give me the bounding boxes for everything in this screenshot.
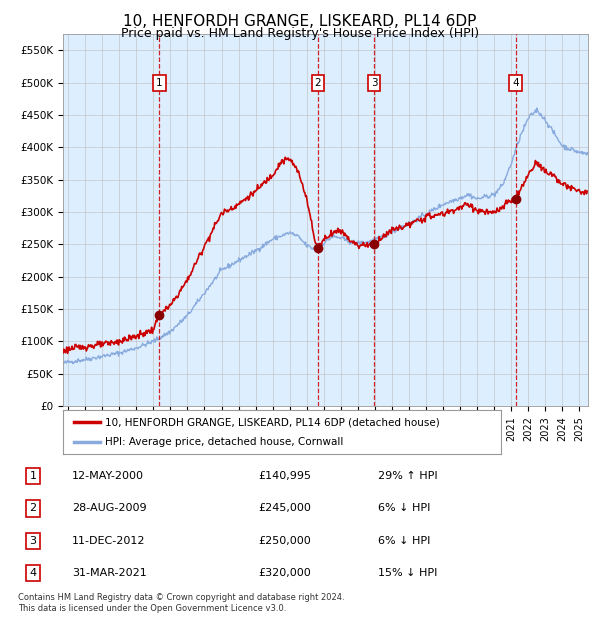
Text: 28-AUG-2009: 28-AUG-2009 xyxy=(72,503,146,513)
Text: £250,000: £250,000 xyxy=(258,536,311,546)
Text: Contains HM Land Registry data © Crown copyright and database right 2024.
This d: Contains HM Land Registry data © Crown c… xyxy=(18,593,344,613)
Text: £140,995: £140,995 xyxy=(258,471,311,481)
Text: 6% ↓ HPI: 6% ↓ HPI xyxy=(378,503,430,513)
Text: £320,000: £320,000 xyxy=(258,568,311,578)
Text: 10, HENFORDH GRANGE, LISKEARD, PL14 6DP: 10, HENFORDH GRANGE, LISKEARD, PL14 6DP xyxy=(124,14,476,29)
Text: 3: 3 xyxy=(371,78,377,87)
Text: 29% ↑ HPI: 29% ↑ HPI xyxy=(378,471,437,481)
Text: 11-DEC-2012: 11-DEC-2012 xyxy=(72,536,146,546)
Text: Price paid vs. HM Land Registry's House Price Index (HPI): Price paid vs. HM Land Registry's House … xyxy=(121,27,479,40)
Text: 2: 2 xyxy=(314,78,322,87)
Text: 31-MAR-2021: 31-MAR-2021 xyxy=(72,568,147,578)
Text: 2: 2 xyxy=(29,503,37,513)
Text: 12-MAY-2000: 12-MAY-2000 xyxy=(72,471,144,481)
Text: HPI: Average price, detached house, Cornwall: HPI: Average price, detached house, Corn… xyxy=(104,437,343,447)
Text: £245,000: £245,000 xyxy=(258,503,311,513)
Text: 4: 4 xyxy=(29,568,37,578)
Text: 10, HENFORDH GRANGE, LISKEARD, PL14 6DP (detached house): 10, HENFORDH GRANGE, LISKEARD, PL14 6DP … xyxy=(104,417,439,427)
Text: 1: 1 xyxy=(29,471,37,481)
Text: 3: 3 xyxy=(29,536,37,546)
Text: 15% ↓ HPI: 15% ↓ HPI xyxy=(378,568,437,578)
Text: 4: 4 xyxy=(512,78,519,87)
Text: 1: 1 xyxy=(156,78,163,87)
Text: 6% ↓ HPI: 6% ↓ HPI xyxy=(378,536,430,546)
